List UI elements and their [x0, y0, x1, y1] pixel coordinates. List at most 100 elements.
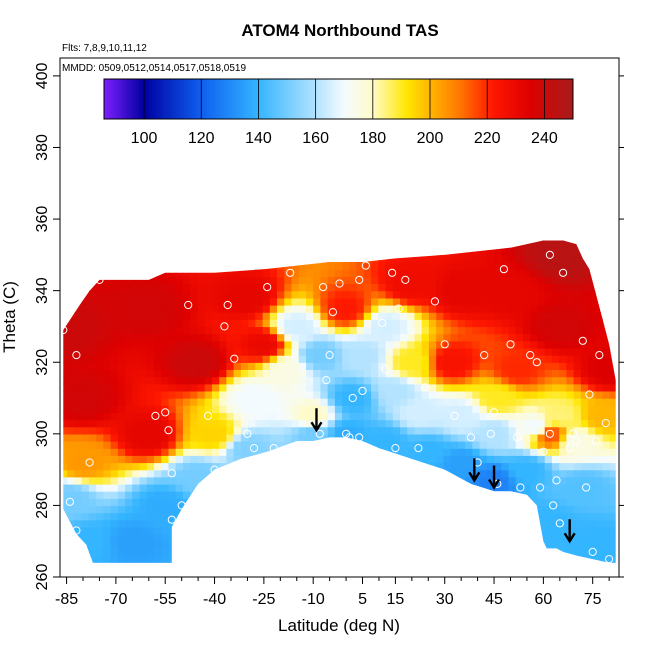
field-cell-1509: [284, 412, 293, 421]
field-cell-1368: [262, 390, 271, 399]
field-cell-3682: [609, 319, 616, 328]
field-cell-1197: [233, 240, 242, 249]
field-cell-632: [154, 505, 162, 514]
field-cell-1305: [255, 498, 264, 507]
field-cell-2718: [465, 347, 473, 356]
field-cell-597: [146, 412, 155, 421]
field-cell-1788: [327, 476, 336, 485]
field-cell-1132: [226, 362, 235, 370]
field-cell-1354: [262, 491, 271, 499]
field-cell-1275: [248, 369, 256, 378]
field-cell-3006: [508, 347, 517, 356]
field-cell-3668: [609, 419, 616, 428]
field-cell-3192: [537, 390, 546, 399]
field-cell-3312: [559, 563, 567, 571]
field-cell-2808: [479, 390, 488, 399]
field-cell-2835: [486, 541, 495, 549]
field-cell-3478: [580, 405, 589, 413]
field-cell-3148: [530, 362, 538, 370]
field-cell-2744: [472, 505, 481, 514]
field-cell-1786: [327, 491, 336, 499]
field-cell-3080: [523, 505, 531, 514]
field-cell-1948: [349, 362, 358, 370]
field-cell-291: [103, 541, 112, 549]
field-cell-3578: [595, 376, 604, 385]
field-cell-1745: [320, 441, 329, 449]
field-cell-601: [146, 383, 155, 392]
field-cell-2883: [494, 541, 502, 549]
field-cell-3352: [559, 276, 567, 285]
field-cell-3056: [515, 333, 524, 342]
field-cell-3555: [595, 541, 604, 549]
field-cell-2592: [451, 563, 459, 571]
field-cell-1462: [277, 405, 285, 413]
field-cell-417: [117, 326, 126, 335]
field-cell-2699: [465, 483, 473, 492]
field-cell-743: [168, 398, 177, 406]
field-cell-1227: [240, 369, 249, 378]
field-cell-3394: [566, 319, 575, 328]
field-cell-31: [63, 340, 68, 349]
field-cell-1245: [240, 240, 249, 249]
field-cell-2830: [479, 240, 488, 242]
colorbar-cell-57: [267, 79, 271, 119]
field-cell-2488: [428, 276, 437, 285]
colorbar-cell-33: [198, 79, 202, 119]
field-cell-2646: [457, 519, 466, 528]
field-cell-3117: [523, 240, 531, 249]
field-cell-2065: [371, 555, 379, 563]
field-cell-2709: [465, 412, 473, 421]
field-cell-3341: [559, 355, 567, 363]
field-cell-320: [103, 333, 112, 342]
field-cell-3464: [580, 505, 589, 514]
colorbar-cell-123: [455, 79, 460, 119]
field-cell-2335: [407, 340, 415, 349]
field-cell-1175: [233, 398, 242, 406]
field-cell-2078: [371, 462, 379, 471]
field-cell-3402: [566, 262, 575, 270]
field-cell-1488: [284, 563, 292, 571]
field-cell-2660: [457, 419, 466, 428]
field-cell-3115: [523, 254, 531, 263]
field-cell-2533: [436, 297, 444, 306]
field-cell-2630: [450, 290, 459, 299]
field-cell-3342: [559, 347, 567, 356]
field-cell-235: [88, 254, 97, 263]
field-cell-575: [140, 226, 148, 234]
field-cell-2101: [371, 297, 379, 306]
field-cell-3441: [573, 326, 582, 335]
field-cell-1292: [248, 247, 256, 256]
field-cell-2511: [436, 455, 444, 464]
field-cell-2905: [494, 383, 502, 392]
field-cell-3503: [581, 226, 589, 234]
field-cell-3350: [559, 290, 567, 299]
field-cell-1493: [284, 526, 293, 535]
field-cell-2713: [465, 383, 473, 392]
field-cell-1936: [349, 448, 358, 456]
field-cell-766: [168, 240, 177, 242]
field-cell-2422: [421, 405, 430, 413]
field-cell-3265: [551, 555, 560, 563]
field-cell-2248: [392, 276, 401, 285]
field-cell-2083: [371, 426, 379, 435]
field-cell-882: [190, 433, 198, 442]
field-cell-3052: [515, 362, 524, 370]
field-cell-1327: [255, 340, 264, 349]
field-cell-3695: [610, 226, 618, 234]
field-cell-1507: [284, 426, 293, 435]
field-cell-3158: [530, 290, 538, 299]
field-cell-2688: [465, 563, 473, 571]
field-cell-2616: [450, 390, 459, 399]
field-cell-73: [67, 383, 75, 392]
field-cell-1968: [357, 563, 365, 571]
field-cell-3396: [566, 305, 575, 313]
field-cell-104: [74, 505, 83, 514]
field-cell-3257: [544, 269, 553, 277]
field-cell-2251: [392, 254, 401, 263]
field-cell-540: [139, 476, 148, 485]
field-cell-2273: [400, 441, 408, 449]
field-cell-3355: [559, 254, 567, 263]
field-cell-2897: [494, 441, 502, 449]
field-cell-2969: [501, 269, 510, 277]
field-cell-96: [75, 563, 83, 571]
